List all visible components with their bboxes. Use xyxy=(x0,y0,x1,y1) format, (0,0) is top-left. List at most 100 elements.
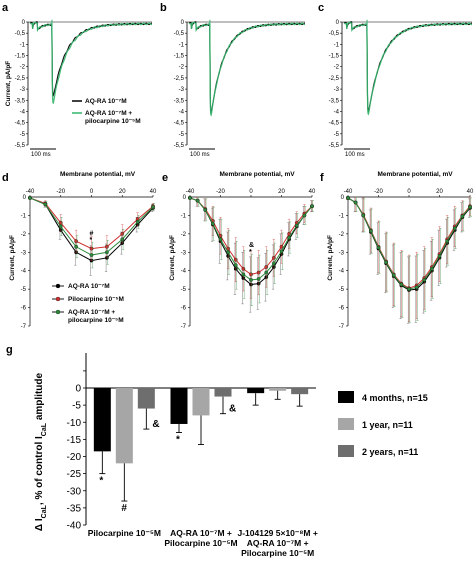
data-point xyxy=(272,261,276,266)
data-point xyxy=(346,196,350,200)
panel-d: d -40 -20 0 20 40 Membrane potential, mV 0 -1 -2 -… xyxy=(2,171,157,330)
y-tick-label: -4 xyxy=(21,269,27,275)
trace-aq-ra xyxy=(188,21,306,114)
y-tick-label: 0 xyxy=(75,384,81,395)
y-tick-label: -2 xyxy=(181,232,187,238)
significance-mark: * xyxy=(90,237,93,244)
y-tick-label: -2,5 xyxy=(15,76,26,82)
x-tick-label: 40 xyxy=(150,189,157,195)
y-tick-label: -35 xyxy=(67,503,82,514)
bar xyxy=(269,388,287,391)
data-point xyxy=(89,253,94,257)
data-point xyxy=(468,205,472,209)
y-tick-label: -2 xyxy=(179,65,185,71)
panel-letter: f xyxy=(320,172,324,184)
x-tick-label: 20 xyxy=(278,189,285,195)
legend-label: Pilocarpine 10⁻⁵M xyxy=(68,296,124,303)
y-tick-label: -3,5 xyxy=(329,98,340,104)
y-tick-label: 0 xyxy=(22,20,26,26)
y-tick-label: -4 xyxy=(334,109,340,115)
data-point xyxy=(414,285,419,290)
trace-aq-ra-pilocarpine xyxy=(343,21,473,116)
y-tick-label: -4,5 xyxy=(174,121,185,127)
y-tick-label: -7 xyxy=(339,324,345,330)
y-tick-label: -2 xyxy=(339,232,345,238)
panel-letter: e xyxy=(162,172,168,184)
data-point xyxy=(279,249,284,254)
trace-aq-ra xyxy=(343,21,473,113)
y-tick-label: -15 xyxy=(67,435,82,446)
y-tick-label: -3 xyxy=(339,250,345,256)
significance-mark: & xyxy=(229,404,236,415)
data-point xyxy=(287,235,291,240)
bar xyxy=(93,388,111,452)
data-point xyxy=(460,214,465,219)
y-tick-label: -6 xyxy=(21,306,27,312)
y-tick-label: -2 xyxy=(334,65,340,71)
panel-g: g0-5-10-15-20-25-30-35-40Δ ICaL, % of co… xyxy=(6,344,428,558)
y-tick-label: -4 xyxy=(20,109,26,115)
legend-label: pilocarpine 10⁻⁵M xyxy=(68,317,124,324)
data-point xyxy=(430,267,434,271)
data-point xyxy=(241,272,246,277)
legend-swatch xyxy=(338,445,354,457)
data-point xyxy=(422,278,427,282)
y-tick-label: -7 xyxy=(181,324,187,330)
legend-label: AQ-RA 10⁻⁷M xyxy=(85,98,127,105)
legend-label: 4 months, n=15 xyxy=(362,393,428,403)
data-point xyxy=(452,226,457,231)
data-point xyxy=(264,265,269,269)
legend-label: 1 year, n=11 xyxy=(362,420,413,430)
y-tick-label: -20 xyxy=(67,452,82,463)
y-tick-label: -1,5 xyxy=(329,54,340,60)
y-axis-title: Current, pA/pF xyxy=(5,61,12,107)
data-point xyxy=(445,239,449,244)
y-tick-label: -2 xyxy=(20,65,26,71)
data-point xyxy=(135,220,140,224)
y-tick-label: -2,5 xyxy=(329,76,340,82)
trace-aq-ra xyxy=(29,21,153,97)
y-tick-label: 0 xyxy=(341,195,345,201)
data-point xyxy=(353,200,358,205)
panel-a: a 0 -0,5 -1 -1,5 -2 -2,5 -3 -3,5 -4 -4,5 -5 -5,5 Curr… xyxy=(2,2,153,158)
data-point xyxy=(369,229,373,233)
data-point xyxy=(58,224,63,229)
data-point xyxy=(105,244,109,249)
data-point xyxy=(188,196,192,200)
x-tick-label: -40 xyxy=(344,189,353,195)
y-tick-label: -5 xyxy=(21,287,27,293)
y-axis-title-part: Δ I xyxy=(34,518,45,531)
y-tick-label: -4 xyxy=(181,269,187,275)
significance-mark: # xyxy=(121,503,127,514)
x-tick-label: -40 xyxy=(26,189,35,195)
panel-c: c 0 -0,5 -1 -1,5 -2 -2,5 -3 -3,5 -4 -4,5 -5 -5,5 100 … xyxy=(318,2,473,158)
y-tick-label: -6 xyxy=(339,306,345,312)
y-axis-title: Current, pA/pF xyxy=(327,235,334,281)
x-tick-label: 0 xyxy=(249,189,253,195)
y-tick-label: -4 xyxy=(179,109,185,115)
data-point xyxy=(391,273,396,278)
y-tick-label: -1,5 xyxy=(15,54,26,60)
data-point xyxy=(256,277,261,281)
data-point xyxy=(89,246,94,251)
bar xyxy=(170,388,188,424)
scale-bar-label: 100 ms xyxy=(190,152,210,158)
data-point xyxy=(203,208,208,212)
y-axis-title: Current, pA/pF xyxy=(9,235,16,281)
bar xyxy=(291,388,309,395)
legend-label: AQ-RA 10⁻⁷M + xyxy=(68,309,115,316)
significance-mark: * xyxy=(176,435,180,446)
y-tick-label: -3,5 xyxy=(15,98,26,104)
panel-f: f -40 -20 0 20 40 Membrane potential, mV 0 -1 -2 -… xyxy=(320,171,474,330)
y-tick-label: -10 xyxy=(67,418,82,429)
y-tick-label: -0,5 xyxy=(329,31,340,37)
panel-letter: g xyxy=(6,344,13,356)
legend-swatch xyxy=(338,418,354,430)
data-point xyxy=(384,260,388,265)
data-point xyxy=(105,250,109,255)
y-tick-label: -5,5 xyxy=(329,143,340,149)
y-tick-label: -30 xyxy=(67,486,82,497)
y-tick-label: -5 xyxy=(72,401,81,412)
x-tick-label: 40 xyxy=(467,189,474,195)
